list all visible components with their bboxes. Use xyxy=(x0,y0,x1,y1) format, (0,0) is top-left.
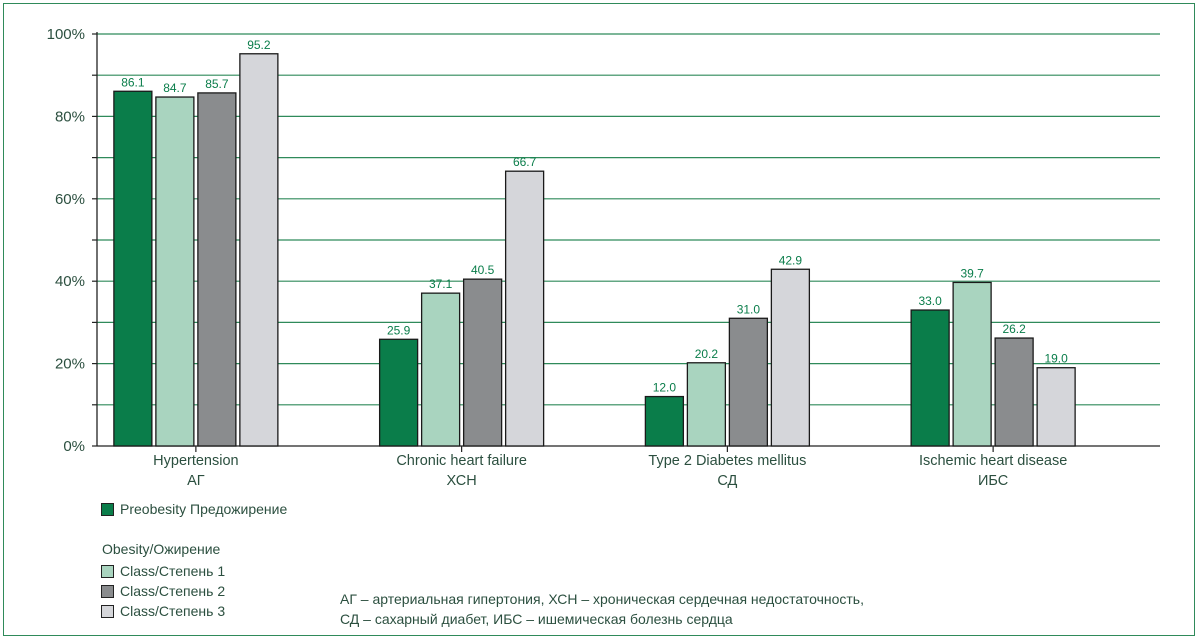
x-tick-label: Ischemic heart disease xyxy=(919,453,1067,469)
legend-preobesity: Preobesity Предожирение xyxy=(101,499,287,519)
bar-value-label: 31.0 xyxy=(737,302,761,316)
bar-value-label: 86.1 xyxy=(121,75,145,89)
x-tick-label: ИБС xyxy=(978,473,1008,489)
bar-value-label: 19.0 xyxy=(1044,352,1068,366)
x-tick-label: ХСН xyxy=(447,473,477,489)
legend-item-class-3: Class/Степень 3 xyxy=(101,601,225,621)
bar-value-label: 85.7 xyxy=(205,77,229,91)
legend-label-preobesity: Preobesity Предожирение xyxy=(120,501,288,517)
bar-value-label: 40.5 xyxy=(471,263,495,277)
legend-item-class-1: Class/Степень 1 xyxy=(101,561,225,581)
x-tick-label: АГ xyxy=(187,473,205,489)
bar-value-label: 26.2 xyxy=(1002,322,1026,336)
bar xyxy=(239,53,279,447)
x-tick-label: Hypertension xyxy=(153,453,238,469)
legend-swatch-class-1 xyxy=(101,564,114,578)
y-tick-label: 20% xyxy=(55,356,85,373)
y-tick-label: 100% xyxy=(47,26,85,43)
legend-item-class-2: Class/Степень 2 xyxy=(101,581,225,601)
legend-swatch-preobesity xyxy=(101,502,114,516)
bar-value-label: 33.0 xyxy=(918,294,942,308)
x-tick-label: Chronic heart failure xyxy=(396,453,527,469)
x-tick-label: СД xyxy=(717,473,737,489)
bar xyxy=(504,170,545,447)
y-tick-label: 80% xyxy=(55,108,85,125)
bar xyxy=(728,317,769,447)
y-tick-label: 40% xyxy=(55,273,85,290)
legend-item-preobesity: Preobesity Предожирение xyxy=(101,499,287,519)
legend-obesity-title: Obesity/Ожирение xyxy=(102,541,221,557)
bar xyxy=(462,278,503,447)
bar xyxy=(686,362,727,447)
legend-label-class-3: Class/Степень 3 xyxy=(120,603,226,619)
bar xyxy=(994,337,1034,447)
legend-swatch-class-3 xyxy=(101,604,114,618)
bar xyxy=(420,292,461,447)
bar xyxy=(1036,367,1076,447)
abbreviations-footnote: АГ – артериальная гипертония, ХСН – хрон… xyxy=(340,589,864,629)
bar xyxy=(952,281,992,447)
y-tick-label: 60% xyxy=(55,191,85,208)
legend-obesity-classes: Class/Степень 1 Class/Степень 2 Class/Ст… xyxy=(101,561,225,621)
bar xyxy=(770,268,811,447)
bar xyxy=(197,92,237,447)
bar xyxy=(155,96,195,447)
bar-value-label: 42.9 xyxy=(779,253,803,267)
footnote-line-2: СД – сахарный диабет, ИБС – ишемическая … xyxy=(340,611,733,627)
x-tick-label: Type 2 Diabetes mellitus xyxy=(648,453,806,469)
bar-value-label: 25.9 xyxy=(387,323,411,337)
y-tick-label: 0% xyxy=(63,438,85,455)
bar xyxy=(910,309,950,447)
bar xyxy=(378,338,419,447)
footnote-line-1: АГ – артериальная гипертония, ХСН – хрон… xyxy=(340,591,864,607)
bar-value-label: 95.2 xyxy=(247,38,271,52)
bar-value-label: 37.1 xyxy=(429,277,453,291)
legend-swatch-class-2 xyxy=(101,584,114,598)
legend-label-class-1: Class/Степень 1 xyxy=(120,563,226,579)
bar-value-label: 12.0 xyxy=(653,381,677,395)
chart-frame xyxy=(3,3,1195,636)
bar xyxy=(644,395,685,447)
bar-value-label: 20.2 xyxy=(695,347,719,361)
bar-value-label: 66.7 xyxy=(513,155,537,169)
legend-label-class-2: Class/Степень 2 xyxy=(120,583,226,599)
bar-value-label: 84.7 xyxy=(163,81,187,95)
bar-value-label: 39.7 xyxy=(960,266,984,280)
bar xyxy=(113,90,153,447)
